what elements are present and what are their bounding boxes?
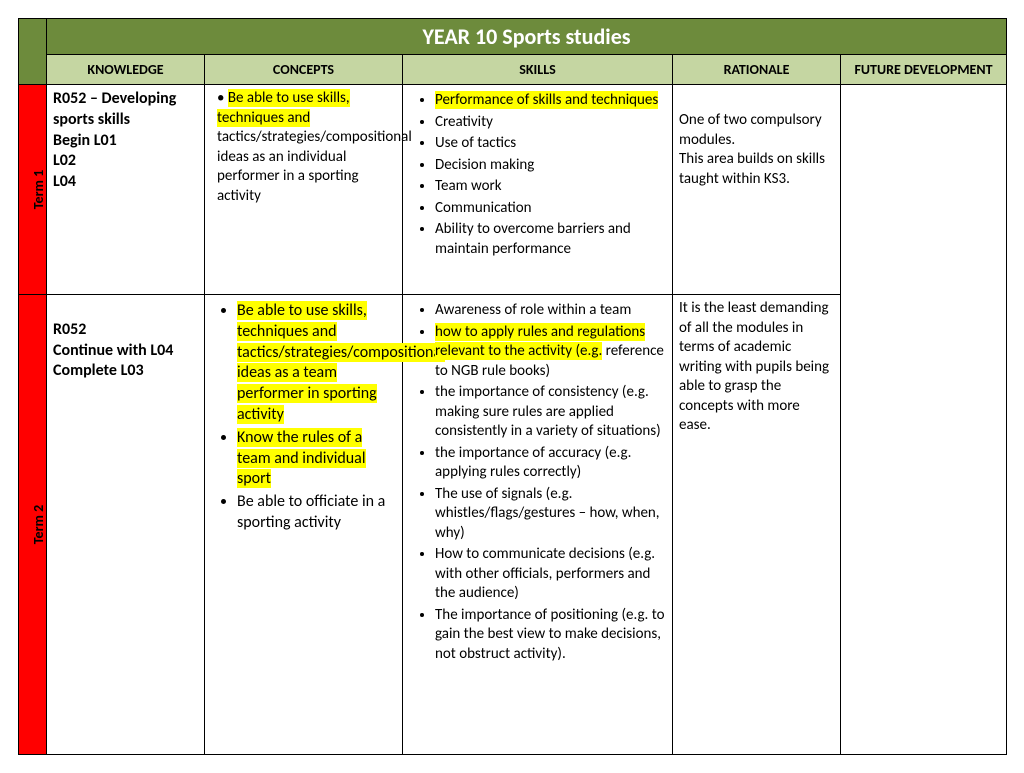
table-row: Term 1 R052 – Developing sports skillsBe… xyxy=(19,85,1007,295)
col-rationale: RATIONALE xyxy=(673,55,841,85)
curriculum-table: YEAR 10 Sports studies KNOWLEDGE CONCEPT… xyxy=(18,18,1007,755)
list-item: The importance of positioning (e.g. to g… xyxy=(435,606,666,665)
skills-list: Awareness of role within a team how to a… xyxy=(409,301,666,664)
list-item: Be able to use skills, techniques and ta… xyxy=(211,89,396,206)
knowledge-cell: R052Continue with L04Complete L03 xyxy=(47,295,205,755)
list-item: how to apply rules and regulations relev… xyxy=(435,323,666,382)
list-item: Decision making xyxy=(435,156,666,176)
skills-cell: Awareness of role within a team how to a… xyxy=(403,295,673,755)
skills-cell: Performance of skills and techniques Cre… xyxy=(403,85,673,295)
concepts-cell: Be able to use skills, techniques and ta… xyxy=(205,295,403,755)
corner-cell xyxy=(19,19,47,85)
list-item: Be able to use skills, techniques and ta… xyxy=(237,301,396,426)
term-label: Term 1 xyxy=(19,85,47,295)
rationale-cell: It is the least demanding of all the mod… xyxy=(673,295,841,755)
list-item: the importance of accuracy (e.g. applyin… xyxy=(435,444,666,483)
list-item: the importance of consistency (e.g. maki… xyxy=(435,383,666,442)
list-item: How to communicate decisions (e.g. with … xyxy=(435,545,666,604)
knowledge-cell: R052 – Developing sports skillsBegin L01… xyxy=(47,85,205,295)
list-item: Communication xyxy=(435,199,666,219)
concepts-list: Be able to use skills, techniques and ta… xyxy=(211,301,396,534)
skills-list: Performance of skills and techniques Cre… xyxy=(409,91,666,259)
list-item: The use of signals (e.g. whistles/flags/… xyxy=(435,485,666,544)
header-row: KNOWLEDGE CONCEPTS SKILLS RATIONALE FUTU… xyxy=(19,55,1007,85)
rationale-cell: One of two compulsory modules.This area … xyxy=(673,85,841,295)
future-cell xyxy=(841,85,1007,755)
list-item: Know the rules of a team and individual … xyxy=(237,428,396,490)
list-item: Be able to officiate in a sporting activ… xyxy=(237,492,396,534)
knowledge-text: R052Continue with L04Complete L03 xyxy=(53,299,173,380)
list-item: Team work xyxy=(435,177,666,197)
knowledge-text: R052 – Developing sports skillsBegin L01… xyxy=(53,89,176,191)
list-item: Performance of skills and techniques xyxy=(435,91,666,111)
page-title: YEAR 10 Sports studies xyxy=(47,19,1007,55)
list-item: Ability to overcome barriers and maintai… xyxy=(435,220,666,259)
title-row: YEAR 10 Sports studies xyxy=(19,19,1007,55)
list-item: Creativity xyxy=(435,113,666,133)
list-item: Awareness of role within a team xyxy=(435,301,666,321)
col-future: FUTURE DEVELOPMENT xyxy=(841,55,1007,85)
col-skills: SKILLS xyxy=(403,55,673,85)
rationale-text: It is the least demanding of all the mod… xyxy=(679,299,829,434)
list-item: Use of tactics xyxy=(435,134,666,154)
term-label: Term 2 xyxy=(19,295,47,755)
col-concepts: CONCEPTS xyxy=(205,55,403,85)
col-knowledge: KNOWLEDGE xyxy=(47,55,205,85)
rationale-text: One of two compulsory modules.This area … xyxy=(679,111,825,188)
concepts-cell: Be able to use skills, techniques and ta… xyxy=(205,85,403,295)
